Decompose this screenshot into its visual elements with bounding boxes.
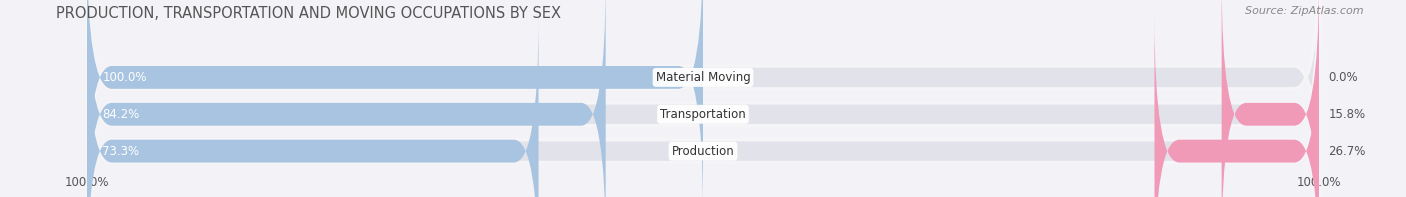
Text: 26.7%: 26.7% (1329, 145, 1365, 158)
Text: 15.8%: 15.8% (1329, 108, 1365, 121)
Text: Production: Production (672, 145, 734, 158)
Text: 0.0%: 0.0% (1329, 71, 1358, 84)
Text: 73.3%: 73.3% (103, 145, 139, 158)
FancyBboxPatch shape (1154, 15, 1319, 197)
FancyBboxPatch shape (87, 15, 538, 197)
FancyBboxPatch shape (87, 0, 1319, 197)
FancyBboxPatch shape (87, 0, 703, 197)
FancyBboxPatch shape (87, 0, 606, 197)
FancyBboxPatch shape (87, 15, 1319, 197)
Text: 100.0%: 100.0% (103, 71, 148, 84)
Text: 84.2%: 84.2% (103, 108, 139, 121)
Text: Material Moving: Material Moving (655, 71, 751, 84)
Text: Transportation: Transportation (661, 108, 745, 121)
Text: PRODUCTION, TRANSPORTATION AND MOVING OCCUPATIONS BY SEX: PRODUCTION, TRANSPORTATION AND MOVING OC… (56, 6, 561, 21)
FancyBboxPatch shape (1222, 0, 1319, 197)
FancyBboxPatch shape (87, 0, 1319, 197)
Text: Source: ZipAtlas.com: Source: ZipAtlas.com (1246, 6, 1364, 16)
